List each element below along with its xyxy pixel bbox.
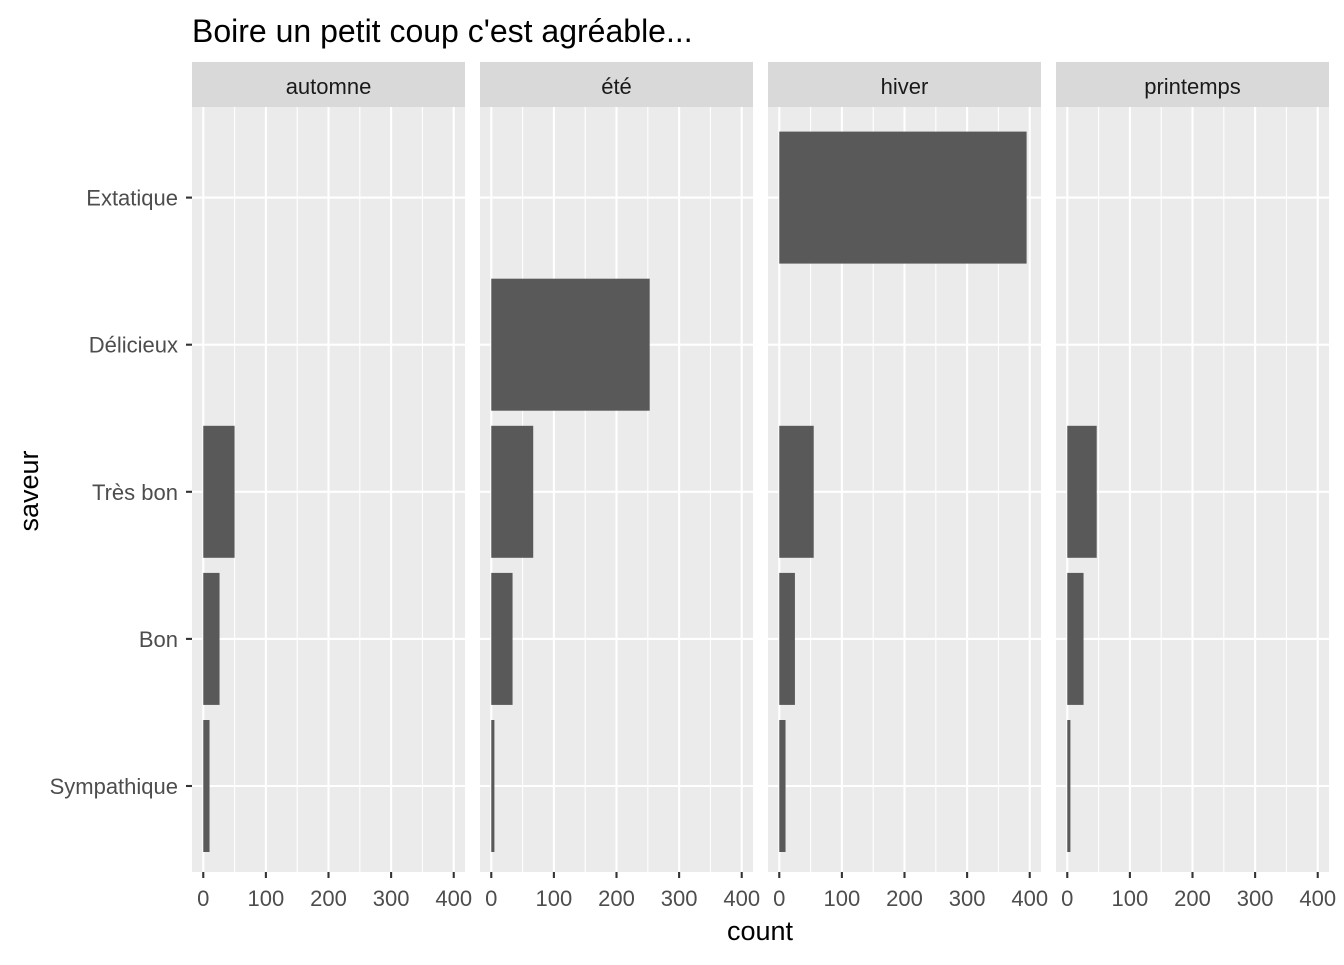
chart-title: Boire un petit coup c'est agréable... [192,13,693,49]
x-tick-label: 200 [598,886,635,911]
bar-été-Délicieux [491,278,650,411]
x-tick-label: 200 [310,886,347,911]
x-tick-label: 300 [949,886,986,911]
x-tick-label: 300 [661,886,698,911]
x-axis-title: count [727,916,794,946]
x-tick-label: 400 [435,886,472,911]
y-tick-label: Très bon [92,480,178,505]
bar-été-Très bon [491,425,534,558]
bar-automne-Sympathique [203,720,210,852]
bar-automne-Bon [203,572,220,705]
facet-strip [192,62,465,107]
x-tick-label: 100 [248,886,285,911]
facet-strip [1056,62,1329,107]
bar-printemps-Bon [1067,572,1084,705]
bar-été-Bon [491,572,513,705]
y-tick-label: Extatique [86,186,178,211]
facet-panel-automne: automne 0 100 200 300 400 [192,62,472,911]
x-tick-label: 200 [886,886,923,911]
y-tick-label: Sympathique [50,774,178,799]
bar-automne-Très bon [203,425,235,558]
x-tick-label: 0 [773,886,785,911]
facet-strip [480,62,753,107]
facet-panel-printemps: printemps 0 100 200 300 400 [1056,62,1336,911]
y-tick-label: Délicieux [89,333,178,358]
x-tick-label: 0 [485,886,497,911]
y-axis: Sympathique Bon Très bon Délicieux Extatique [50,186,192,799]
facet-strip-label: hiver [881,74,929,99]
facet-panel-hiver: hiver 0 100 200 300 400 [768,62,1048,911]
x-tick-label: 100 [1112,886,1149,911]
facet-panel-été: été 0 100 200 300 400 [480,62,760,911]
bar-hiver-Extatique [779,131,1027,264]
bar-hiver-Bon [779,572,795,705]
x-tick-label: 400 [1299,886,1336,911]
bar-hiver-Très bon [779,425,814,558]
x-tick-label: 100 [536,886,573,911]
x-tick-label: 400 [1011,886,1048,911]
x-tick-label: 300 [1237,886,1274,911]
x-tick-label: 300 [373,886,410,911]
y-tick-label: Bon [139,627,178,652]
facet-strip-label: automne [286,74,372,99]
facet-strip-label: printemps [1144,74,1241,99]
facet-strip [768,62,1041,107]
x-tick-label: 400 [723,886,760,911]
x-tick-label: 200 [1174,886,1211,911]
x-tick-label: 0 [1061,886,1073,911]
facet-strip-label: été [601,74,632,99]
bar-été-Sympathique [491,720,495,852]
bar-printemps-Très bon [1067,425,1097,558]
bar-printemps-Sympathique [1067,720,1071,852]
x-tick-label: 100 [824,886,861,911]
bar-hiver-Sympathique [779,720,786,852]
x-tick-label: 0 [197,886,209,911]
y-axis-title: saveur [14,450,44,531]
